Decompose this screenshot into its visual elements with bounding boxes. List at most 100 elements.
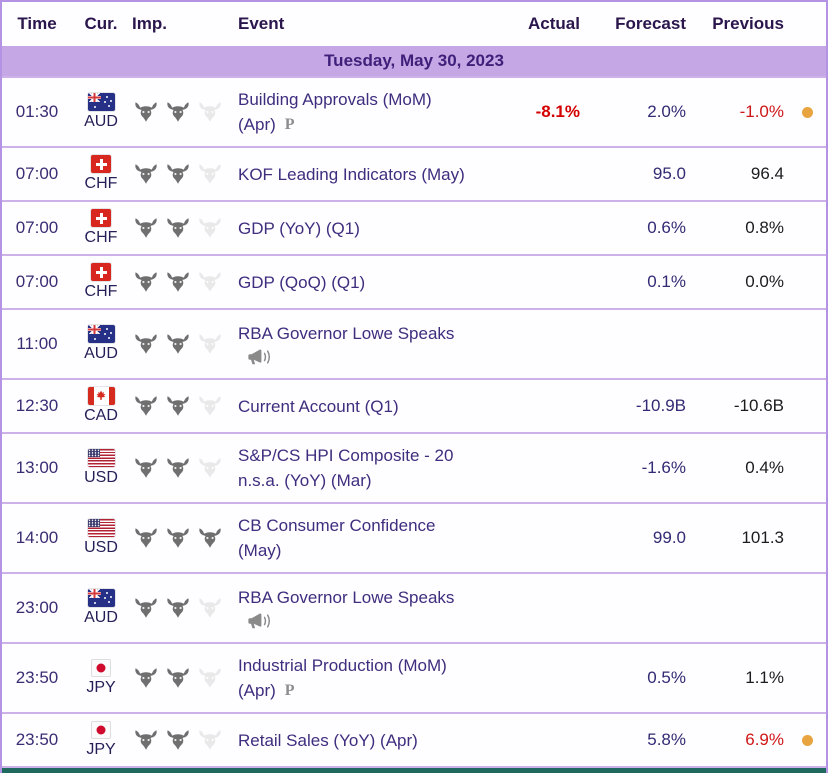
currency-cell: CHF xyxy=(72,155,130,193)
currency-flag-icon xyxy=(91,659,111,677)
event-name[interactable]: Building Approvals (MoM) xyxy=(238,90,432,109)
currency-cell: CHF xyxy=(72,209,130,247)
event-row[interactable]: 07:00 CHF KOF Leading Indicators (May) 9… xyxy=(2,146,826,200)
currency-flag-icon xyxy=(87,325,115,343)
event-row[interactable]: 13:00 USD S&P/CS HPI Composite - 20 n.s.… xyxy=(2,432,826,502)
event-name[interactable]: RBA Governor Lowe Speaks xyxy=(238,323,455,343)
note-icon xyxy=(247,348,274,366)
event-name[interactable]: Current Account (Q1) xyxy=(238,396,399,416)
bull-icon xyxy=(132,667,160,689)
forecast-value: 5.8% xyxy=(647,730,686,749)
actual-value: -8.1% xyxy=(535,102,580,121)
alert-dot-icon xyxy=(801,106,813,118)
currency-code: CHF xyxy=(84,229,118,246)
event-row[interactable]: 12:30 CAD Current Account (Q1) -10.9B -1… xyxy=(2,378,826,432)
event-name-line2-wrap: n.s.a. (YoY) (Mar) xyxy=(238,468,494,493)
alert-dot-cell xyxy=(788,401,826,412)
currency-cell: AUD xyxy=(72,93,130,131)
event-time: 01:30 xyxy=(15,102,59,121)
event-row[interactable]: 01:30 AUD Building Approvals (MoM) (Apr)… xyxy=(2,76,826,146)
alert-dot-cell xyxy=(788,223,826,234)
alert-dot-cell xyxy=(788,673,826,684)
event-name-line2[interactable]: (Apr) xyxy=(238,115,276,134)
currency-cell: USD xyxy=(72,519,130,557)
currency-code: AUD xyxy=(84,345,118,362)
bull-icon xyxy=(132,395,160,417)
currency-code: USD xyxy=(84,539,118,556)
currency-code: USD xyxy=(84,469,118,486)
event-row[interactable]: 23:50 JPY Industrial Production (MoM) (A… xyxy=(2,642,826,712)
importance-bulls xyxy=(130,101,234,123)
event-name-line2[interactable]: n.s.a. (YoY) (Mar) xyxy=(238,471,372,490)
currency-cell: USD xyxy=(72,449,130,487)
currency-cell: JPY xyxy=(72,721,130,759)
event-cell: S&P/CS HPI Composite - 20 n.s.a. (YoY) (… xyxy=(234,443,502,493)
event-cell: GDP (YoY) (Q1) xyxy=(234,216,502,241)
currency-flag-icon xyxy=(87,589,115,607)
previous-value: 6.9% xyxy=(745,730,784,749)
bull-icon xyxy=(164,271,192,293)
event-time: 23:00 xyxy=(15,598,59,617)
bull-icon xyxy=(164,527,192,549)
event-name[interactable]: GDP (QoQ) (Q1) xyxy=(238,272,366,292)
bull-icon xyxy=(132,597,160,619)
currency-code: CAD xyxy=(84,407,118,424)
event-name[interactable]: S&P/CS HPI Composite - 20 xyxy=(238,446,454,465)
event-name[interactable]: Retail Sales (YoY) (Apr) xyxy=(238,730,418,750)
event-name[interactable]: GDP (YoY) (Q1) xyxy=(238,218,360,238)
event-name[interactable]: KOF Leading Indicators (May) xyxy=(238,164,465,184)
table-header-row: Time Cur. Imp. Event Actual Forecast Pre… xyxy=(2,2,826,46)
bull-icon xyxy=(164,333,192,355)
currency-cell: AUD xyxy=(72,325,130,363)
currency-flag-icon xyxy=(87,449,115,467)
bull-icon xyxy=(164,597,192,619)
event-name-line2-wrap xyxy=(238,610,494,632)
event-row[interactable]: 23:00 AUD RBA Governor Lowe Speaks xyxy=(2,572,826,642)
bull-icon xyxy=(164,457,192,479)
bull-icon xyxy=(132,527,160,549)
previous-value: 96.4 xyxy=(750,164,784,183)
event-name[interactable]: RBA Governor Lowe Speaks xyxy=(238,587,455,607)
column-header-currency: Cur. xyxy=(84,14,118,33)
column-header-importance: Imp. xyxy=(132,14,167,33)
bull-icon xyxy=(164,163,192,185)
bull-icon xyxy=(132,163,160,185)
event-cell: RBA Governor Lowe Speaks xyxy=(234,321,502,368)
alert-dot-cell xyxy=(788,533,826,544)
currency-code: CHF xyxy=(84,175,118,192)
event-row[interactable]: 14:00 USD CB Consumer Confidence (May) 9… xyxy=(2,502,826,572)
alert-dot-cell xyxy=(788,277,826,288)
bull-icon xyxy=(164,667,192,689)
bull-icon xyxy=(196,527,224,549)
note-icon: P xyxy=(284,681,295,699)
event-time: 07:00 xyxy=(15,164,59,183)
forecast-value: 95.0 xyxy=(652,164,686,183)
event-name-line2[interactable]: (Apr) xyxy=(238,681,276,700)
event-cell: Industrial Production (MoM) (Apr) P xyxy=(234,653,502,703)
event-time: 07:00 xyxy=(15,272,59,291)
bull-icon xyxy=(196,457,224,479)
bull-icon xyxy=(196,163,224,185)
event-cell: GDP (QoQ) (Q1) xyxy=(234,270,502,295)
alert-dot-cell xyxy=(788,169,826,180)
currency-flag-icon xyxy=(91,263,111,281)
event-row[interactable]: 11:00 AUD RBA Governor Lowe Speaks xyxy=(2,308,826,378)
alert-dot-cell xyxy=(788,603,826,614)
previous-value: -1.0% xyxy=(739,102,784,121)
note-icon: P xyxy=(284,115,295,133)
event-name-line2[interactable]: (May) xyxy=(238,541,282,560)
importance-bulls xyxy=(130,667,234,689)
speech-icon xyxy=(247,612,274,630)
event-name[interactable]: Industrial Production (MoM) xyxy=(238,656,447,675)
bull-icon xyxy=(132,217,160,239)
currency-flag-icon xyxy=(91,721,111,739)
event-name[interactable]: CB Consumer Confidence xyxy=(238,516,436,535)
event-row[interactable]: 07:00 CHF GDP (YoY) (Q1) 0.6% 0.8% xyxy=(2,200,826,254)
forecast-value: 0.5% xyxy=(647,668,686,687)
bull-icon xyxy=(132,457,160,479)
bull-icon xyxy=(196,667,224,689)
event-cell: Building Approvals (MoM) (Apr) P xyxy=(234,87,502,137)
event-row[interactable]: 23:50 JPY Retail Sales (YoY) (Apr) 5.8% … xyxy=(2,712,826,766)
event-time: 11:00 xyxy=(16,334,58,353)
event-row[interactable]: 07:00 CHF GDP (QoQ) (Q1) 0.1% 0.0% xyxy=(2,254,826,308)
